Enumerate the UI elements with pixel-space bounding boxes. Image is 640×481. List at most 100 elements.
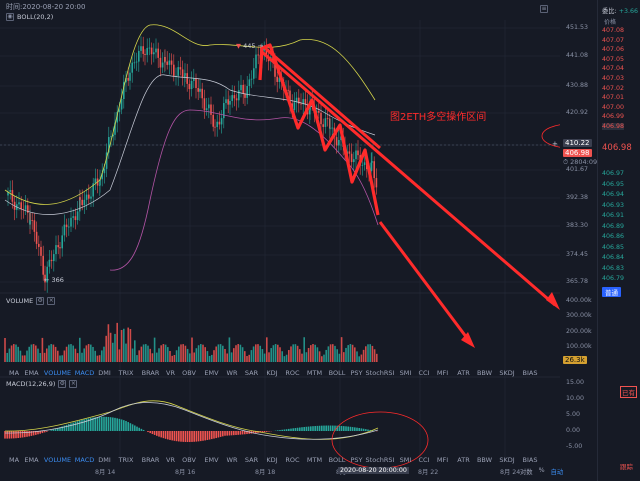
indicator-tab[interactable]: MA [8, 456, 20, 464]
indicator-tab[interactable]: BBW [476, 369, 493, 377]
macd-bar [235, 431, 237, 435]
indicator-tab[interactable]: VR [166, 369, 175, 377]
ask-price[interactable]: 407.02 [602, 84, 625, 92]
indicator-tab[interactable]: MFI [436, 369, 449, 377]
indicator-tab[interactable]: EMV [204, 456, 219, 464]
macd-bar [160, 431, 162, 438]
bid-price[interactable]: 406.89 [602, 222, 625, 230]
candle [177, 67, 179, 76]
crosshair-plus-icon[interactable]: + [552, 140, 558, 148]
indicator-tab[interactable]: MACD [74, 369, 95, 377]
ask-price[interactable]: 407.01 [602, 94, 625, 102]
indicator-tab[interactable]: DMI [98, 456, 111, 464]
indicator-tab[interactable]: SMI [399, 369, 412, 377]
indicator-tab[interactable]: KDJ [266, 369, 278, 377]
ask-price[interactable]: 406.98 [602, 123, 625, 130]
bid-price[interactable]: 406.91 [602, 212, 625, 219]
indicator-tab[interactable]: TRIX [118, 456, 134, 464]
bid-price[interactable]: 406.93 [602, 201, 625, 209]
volume-bar [358, 356, 360, 362]
macd-close-icon[interactable]: × [69, 380, 78, 388]
indicator-tab[interactable]: ATR [457, 369, 470, 377]
volume-close-icon[interactable]: × [47, 297, 56, 305]
indicator-tab[interactable]: MACD [74, 456, 95, 464]
indicator-tab[interactable]: SMI [399, 456, 412, 464]
candle [253, 68, 255, 79]
indicator-tab[interactable]: SAR [244, 456, 259, 464]
candle [138, 50, 140, 62]
orderbook-price-header: 价格 [604, 19, 617, 26]
indicator-tab[interactable]: SKDJ [499, 369, 515, 377]
indicator-tab[interactable]: DMI [98, 369, 111, 377]
candle [240, 84, 242, 91]
indicator-tab[interactable]: KDJ [266, 456, 278, 464]
indicator-tab[interactable]: StochRSI [365, 369, 395, 377]
indicator-tab[interactable]: CCI [418, 369, 430, 377]
ask-price[interactable]: 407.06 [602, 46, 625, 54]
bid-price[interactable]: 406.86 [602, 233, 625, 240]
ask-price[interactable]: 407.05 [602, 55, 625, 63]
log-scale-button[interactable]: 对数 [520, 469, 533, 476]
bid-price[interactable]: 406.79 [602, 275, 625, 282]
candle [184, 73, 186, 76]
indicator-tab[interactable]: ROC [285, 456, 300, 464]
indicator-tab[interactable]: MFI [436, 456, 449, 464]
indicator-tab[interactable]: MTM [306, 456, 323, 464]
settings-icon[interactable]: ≡ [540, 5, 548, 13]
bid-price[interactable]: 406.85 [602, 243, 625, 251]
indicator-tab[interactable]: WR [226, 369, 238, 377]
indicator-tab[interactable]: BIAS [522, 456, 538, 464]
bid-price[interactable]: 406.94 [602, 191, 625, 198]
boll-visibility-icon[interactable]: ◉ [6, 13, 14, 21]
ask-price[interactable]: 407.04 [602, 65, 625, 73]
indicator-tab[interactable]: OBV [182, 369, 196, 377]
indicator-tab[interactable]: WR [226, 456, 238, 464]
indicator-tab[interactable]: TRIX [118, 369, 134, 377]
bid-price[interactable]: 406.97 [602, 170, 625, 177]
ask-price[interactable]: 407.00 [602, 103, 625, 111]
volume-bar [184, 345, 187, 362]
indicator-tab[interactable]: EMA [24, 369, 39, 377]
bid-price[interactable]: 406.83 [602, 264, 625, 272]
indicator-tab[interactable]: ROC [285, 369, 300, 377]
indicator-tab[interactable]: OBV [182, 456, 196, 464]
indicator-tab[interactable]: SKDJ [499, 456, 515, 464]
indicator-tab[interactable]: VR [166, 456, 175, 464]
indicator-tab[interactable]: BOLL [328, 456, 346, 464]
macd-settings-icon[interactable]: ⚙ [58, 380, 67, 388]
chart-canvas[interactable] [0, 0, 560, 481]
side-label-track[interactable]: 跟踪 [620, 463, 633, 471]
side-label-existing[interactable]: 已有 [620, 386, 637, 398]
ask-price[interactable]: 407.08 [602, 27, 625, 34]
indicator-tab[interactable]: MTM [306, 369, 323, 377]
indicator-tab[interactable]: SAR [244, 369, 259, 377]
auto-scale-button[interactable]: 自动 [550, 469, 564, 476]
ask-price[interactable]: 407.03 [602, 75, 625, 82]
volume-bar [26, 350, 28, 362]
indicator-tab[interactable]: PSY [350, 369, 363, 377]
bid-price[interactable]: 406.84 [602, 254, 625, 261]
macd-bar [92, 417, 94, 431]
indicator-tab[interactable]: EMA [24, 456, 39, 464]
indicator-tab[interactable]: BOLL [328, 369, 346, 377]
bid-price[interactable]: 406.95 [602, 180, 625, 188]
indicator-tab[interactable]: ATR [457, 456, 470, 464]
indicator-tab[interactable]: VOLUME [43, 456, 72, 464]
indicator-tab[interactable]: VOLUME [43, 369, 72, 377]
indicator-tab[interactable]: EMV [204, 369, 219, 377]
percent-button[interactable]: % [538, 467, 545, 474]
indicator-tab[interactable]: CCI [418, 456, 430, 464]
volume-settings-icon[interactable]: ⚙ [36, 297, 45, 305]
indicator-tab[interactable]: BBW [476, 456, 493, 464]
indicator-tab[interactable]: PSY [350, 456, 363, 464]
normal-mode-button[interactable]: 普通 [602, 287, 621, 297]
ask-price[interactable]: 407.07 [602, 36, 625, 44]
indicator-tab[interactable]: MA [8, 369, 20, 377]
indicator-tab[interactable]: StochRSI [365, 456, 395, 464]
ask-price[interactable]: 406.99 [602, 113, 625, 121]
indicator-tab[interactable]: BRAR [141, 456, 160, 464]
volume-bar [32, 344, 35, 362]
indicator-tab[interactable]: BRAR [141, 369, 160, 377]
macd-bar [37, 431, 39, 435]
indicator-tab[interactable]: BIAS [522, 369, 538, 377]
